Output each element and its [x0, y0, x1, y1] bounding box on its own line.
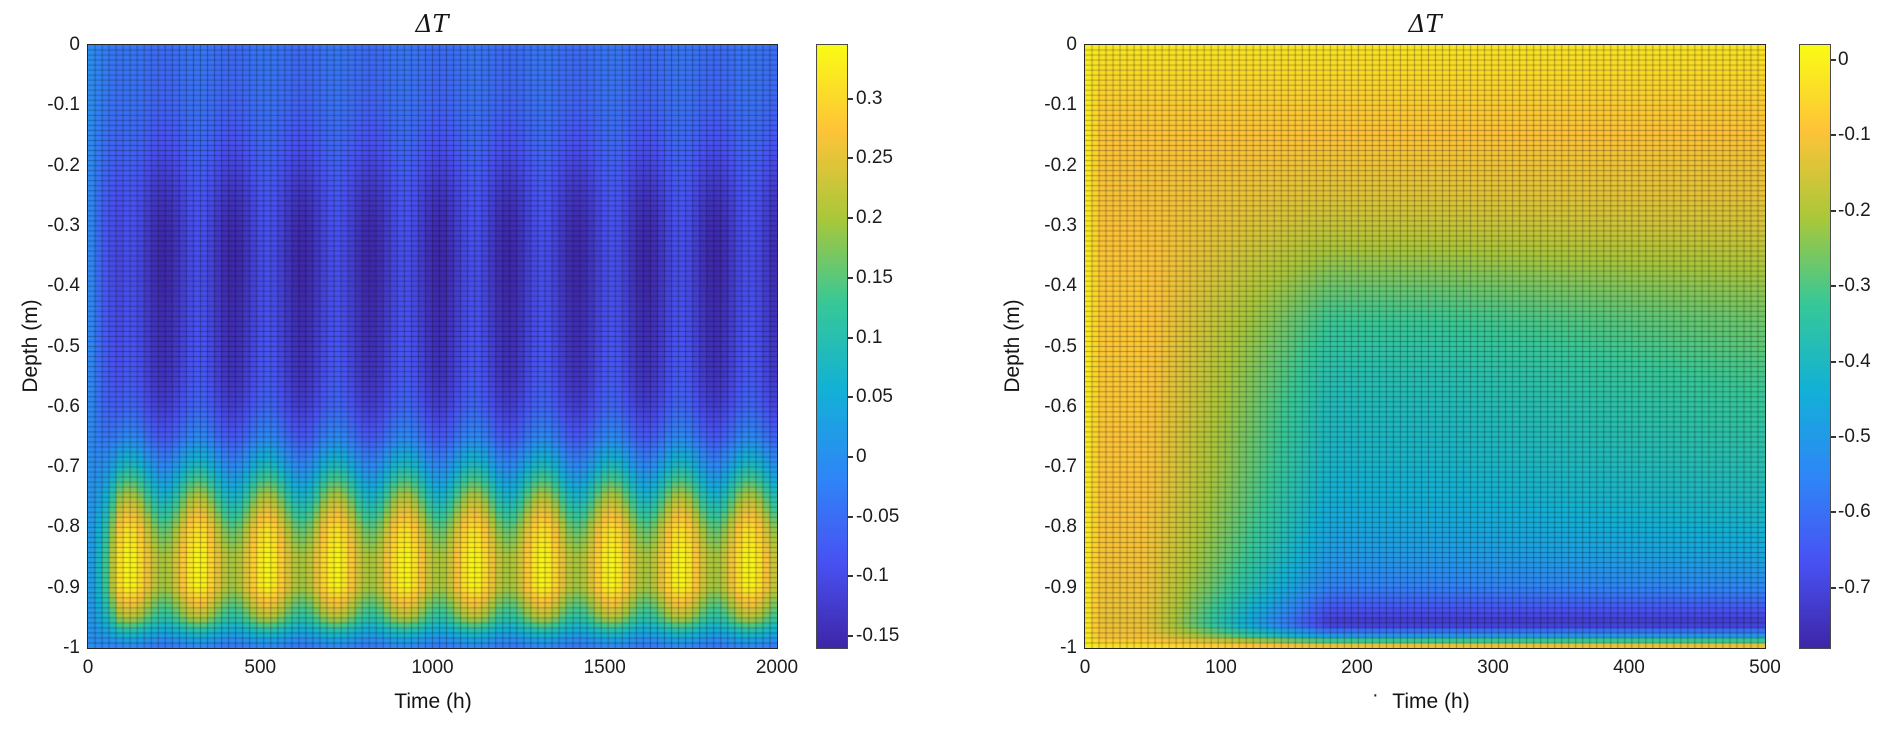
- colorbar-tick-mark: [848, 97, 853, 100]
- x-tick-label: 0: [82, 657, 94, 678]
- left-x-axis-label: Time (h): [394, 690, 472, 713]
- right-heatmap-canvas: [1084, 44, 1766, 649]
- y-tick-label: 0: [69, 34, 80, 55]
- colorbar-tick-mark: [1831, 59, 1836, 62]
- y-tick-label: -0.3: [47, 214, 80, 236]
- right-colorbar: [1799, 44, 1831, 649]
- colorbar-tick-label: -0.05: [856, 505, 900, 527]
- y-tick-label: -0.2: [47, 154, 80, 176]
- stray-dot-mark: ·: [1372, 684, 1379, 706]
- colorbar-tick-mark: [848, 276, 853, 279]
- colorbar-tick-mark: [848, 157, 853, 160]
- colorbar-tick-label: 0.3: [856, 87, 883, 109]
- colorbar-tick-mark: [1831, 209, 1836, 212]
- y-tick-label: -1: [63, 637, 80, 658]
- colorbar-tick-label: 0.1: [856, 326, 883, 348]
- colorbar-tick-label: 0.15: [856, 266, 893, 288]
- x-tick-label: 1000: [411, 657, 454, 678]
- colorbar-tick-label: 0.2: [856, 207, 883, 229]
- y-tick-label: -0.6: [1044, 395, 1077, 417]
- y-tick-label: -0.8: [47, 516, 80, 538]
- colorbar-tick-label: -0.1: [856, 565, 889, 587]
- y-tick-label: -0.5: [1044, 335, 1077, 357]
- y-tick-label: -0.9: [47, 576, 80, 598]
- colorbar-tick-label: 0.25: [856, 147, 893, 169]
- x-tick-label: 0: [1079, 657, 1091, 678]
- right-plot-title: ΔT: [1408, 10, 1442, 38]
- colorbar-tick-mark: [1831, 360, 1836, 363]
- colorbar-tick-mark: [1831, 285, 1836, 288]
- y-tick-label: -0.4: [1044, 275, 1077, 297]
- y-tick-label: -0.7: [1044, 456, 1077, 478]
- colorbar-tick-label: 0: [1838, 49, 1849, 71]
- right-x-axis-label: Time (h): [1392, 690, 1470, 713]
- colorbar-tick-mark: [848, 217, 853, 220]
- y-tick-label: -0.1: [47, 94, 80, 116]
- left-y-axis-label: Depth (m): [19, 299, 42, 393]
- x-tick-label: 400: [1613, 657, 1645, 678]
- colorbar-tick-mark: [1831, 435, 1836, 438]
- colorbar-tick-mark: [848, 515, 853, 518]
- y-tick-label: -0.6: [47, 395, 80, 417]
- colorbar-tick-mark: [1831, 586, 1836, 589]
- colorbar-tick-mark: [848, 455, 853, 458]
- x-tick-label: 100: [1205, 657, 1237, 678]
- colorbar-tick-label: -0.1: [1838, 124, 1871, 146]
- x-tick-label: 500: [244, 657, 277, 678]
- colorbar-tick-label: -0.4: [1838, 350, 1871, 372]
- y-tick-label: -0.5: [47, 335, 80, 357]
- colorbar-tick-label: -0.6: [1838, 501, 1871, 523]
- y-tick-label: -0.1: [1044, 94, 1077, 116]
- x-tick-label: 300: [1477, 657, 1509, 678]
- colorbar-tick-label: -0.3: [1838, 275, 1871, 297]
- x-tick-label: 500: [1749, 657, 1781, 678]
- left-colorbar: [816, 44, 848, 649]
- colorbar-tick-mark: [1831, 511, 1836, 514]
- x-tick-label: 200: [1341, 657, 1373, 678]
- colorbar-tick-label: -0.7: [1838, 576, 1871, 598]
- left-plot-title: ΔT: [415, 10, 449, 38]
- y-tick-label: -0.4: [47, 275, 80, 297]
- colorbar-tick-mark: [848, 396, 853, 399]
- y-tick-label: -0.3: [1044, 214, 1077, 236]
- colorbar-tick-label: -0.15: [856, 625, 900, 647]
- y-tick-label: -0.2: [1044, 154, 1077, 176]
- y-tick-label: 0: [1066, 34, 1077, 55]
- y-tick-label: -0.8: [1044, 516, 1077, 538]
- left-heatmap-canvas: [87, 44, 778, 649]
- colorbar-tick-label: -0.2: [1838, 199, 1871, 221]
- colorbar-tick-mark: [848, 575, 853, 578]
- y-tick-label: -0.9: [1044, 576, 1077, 598]
- colorbar-tick-label: 0.05: [856, 386, 893, 408]
- colorbar-tick-mark: [1831, 134, 1836, 137]
- y-tick-label: -0.7: [47, 456, 80, 478]
- colorbar-tick-label: 0: [856, 445, 867, 467]
- x-tick-label: 2000: [755, 657, 799, 678]
- colorbar-tick-mark: [848, 635, 853, 638]
- right-y-axis-label: Depth (m): [1001, 299, 1024, 393]
- colorbar-tick-label: -0.5: [1838, 425, 1871, 447]
- x-tick-label: 1500: [583, 657, 626, 678]
- y-tick-label: -1: [1060, 637, 1077, 658]
- colorbar-tick-mark: [848, 336, 853, 339]
